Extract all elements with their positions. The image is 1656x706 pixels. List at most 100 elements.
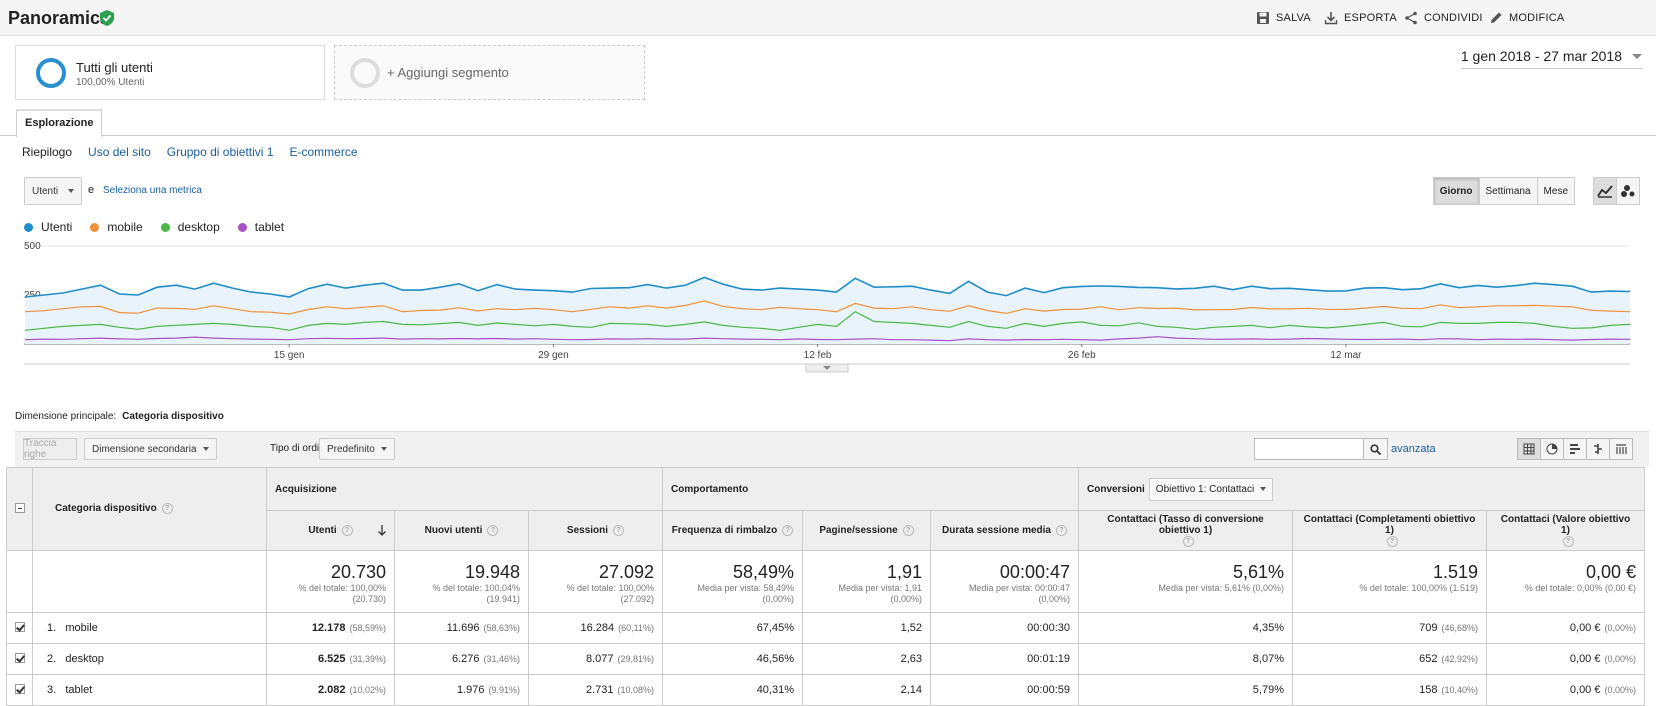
total-sub: % del totale: 100,00% (1.519) bbox=[1359, 583, 1478, 593]
total-value: 19.948 bbox=[464, 562, 520, 582]
save-button[interactable]: SALVA bbox=[1256, 11, 1311, 25]
line-chart-button[interactable] bbox=[1593, 177, 1617, 205]
legend-item-utenti[interactable]: Utenti bbox=[24, 220, 72, 234]
cell-value: 2,63 bbox=[900, 653, 922, 665]
help-icon[interactable]: ? bbox=[1182, 535, 1194, 547]
cell-value: 4,35% bbox=[1252, 622, 1284, 634]
row-checkbox[interactable] bbox=[14, 652, 25, 663]
export-button[interactable]: ESPORTA bbox=[1324, 11, 1397, 25]
col-header-goal-completions[interactable]: Contattaci (Completamenti obiettivo 1)? bbox=[1292, 510, 1487, 551]
table-search-button[interactable] bbox=[1363, 438, 1388, 460]
pie-view-button[interactable] bbox=[1540, 438, 1564, 460]
row-checkbox-cell[interactable] bbox=[6, 643, 33, 675]
col-header-users[interactable]: Utenti? bbox=[266, 510, 395, 551]
tab-exploration[interactable]: Esplorazione bbox=[16, 109, 103, 137]
col-header-sessions[interactable]: Sessioni? bbox=[528, 510, 663, 551]
cell-value: 12.178 bbox=[311, 622, 346, 634]
totals-row: 20.730% del totale: 100,00% (20.730) 19.9… bbox=[6, 550, 1645, 613]
help-icon[interactable]: ? bbox=[1386, 535, 1398, 547]
select-metric-link[interactable]: Seleziona una metrica bbox=[103, 185, 202, 196]
segment-all-users[interactable]: Tutti gli utenti 100,00% Utenti bbox=[15, 45, 325, 100]
share-label: CONDIVIDI bbox=[1424, 12, 1483, 24]
row-checkbox[interactable] bbox=[14, 621, 25, 632]
total-cell: 1,91 Media per vista: 1,91 (0,00%) bbox=[802, 550, 931, 613]
subtab-summary[interactable]: Riepilogo bbox=[22, 145, 73, 159]
cell-percent: (31,39%) bbox=[349, 654, 386, 664]
subtab-site-usage[interactable]: Uso del sito bbox=[88, 145, 151, 159]
total-value: 1,91 bbox=[886, 562, 922, 582]
total-value: 58,49% bbox=[732, 562, 794, 582]
col-header-avg-duration[interactable]: Durata sessione media? bbox=[930, 510, 1079, 551]
row-value-cell: 00:00:30 bbox=[930, 612, 1079, 644]
pivot-view-button[interactable] bbox=[1609, 438, 1633, 460]
advanced-filter-link[interactable]: avanzata bbox=[1391, 443, 1436, 455]
row-value-cell: 67,45% bbox=[662, 612, 803, 644]
subtab-ecommerce[interactable]: E-commerce bbox=[289, 145, 358, 159]
add-segment-button[interactable]: + Aggiungi segmento bbox=[334, 45, 645, 100]
col-header-new-users[interactable]: Nuovi utenti? bbox=[394, 510, 529, 551]
motion-chart-button[interactable] bbox=[1616, 177, 1640, 205]
row-dimension-link[interactable]: tablet bbox=[65, 684, 93, 696]
total-sub: (19.941) bbox=[486, 594, 520, 604]
help-icon[interactable]: ? bbox=[782, 524, 794, 536]
row-dimension-link[interactable]: mobile bbox=[65, 622, 98, 634]
legend-dot bbox=[160, 222, 170, 232]
help-icon[interactable]: ? bbox=[341, 524, 353, 536]
table-view-toggle bbox=[1517, 438, 1633, 460]
help-icon[interactable]: ? bbox=[161, 503, 173, 515]
row-dimension-link[interactable]: desktop bbox=[65, 653, 104, 665]
select-all-cell[interactable] bbox=[6, 467, 33, 551]
sort-type-value: Predefinito bbox=[327, 443, 375, 455]
report-tab-row: Esplorazione bbox=[0, 109, 1656, 137]
table-search-input[interactable] bbox=[1254, 438, 1364, 460]
edit-button[interactable]: MODIFICA bbox=[1489, 11, 1564, 25]
period-day-button[interactable]: Giorno bbox=[1432, 177, 1480, 205]
col-header-pages-session[interactable]: Pagine/sessione? bbox=[802, 510, 931, 551]
period-month-button[interactable]: Mese bbox=[1536, 177, 1575, 205]
chevron-down-icon bbox=[1260, 487, 1267, 491]
total-sub: % del totale: 100,00% bbox=[566, 583, 654, 593]
cell-value: 11.696 bbox=[446, 622, 480, 634]
help-icon[interactable]: ? bbox=[487, 524, 499, 536]
col-header-goal-value[interactable]: Contattaci (Valore obiettivo 1)? bbox=[1486, 510, 1645, 551]
col-header-goal-conv-rate[interactable]: Contattaci (Tasso di conversione obietti… bbox=[1078, 510, 1293, 551]
metric-select[interactable]: Utenti bbox=[24, 177, 82, 205]
date-range-picker[interactable]: 1 gen 2018 - 27 mar 2018 bbox=[1460, 48, 1642, 69]
total-value: 27.092 bbox=[598, 562, 654, 582]
row-checkbox-cell[interactable] bbox=[6, 612, 33, 644]
help-icon[interactable]: ? bbox=[902, 524, 914, 536]
help-icon[interactable]: ? bbox=[1562, 535, 1574, 547]
totals-blank bbox=[32, 550, 267, 613]
data-table: Categoria dispositivo? Acquisizione Comp… bbox=[6, 467, 1645, 706]
legend-item-tablet[interactable]: tablet bbox=[237, 220, 284, 234]
cell-percent: (0,00%) bbox=[1604, 685, 1636, 695]
row-value-cell: 4,35% bbox=[1078, 612, 1293, 644]
comparison-view-button[interactable] bbox=[1586, 438, 1610, 460]
performance-view-button[interactable] bbox=[1563, 438, 1587, 460]
help-icon[interactable]: ? bbox=[1055, 524, 1067, 536]
cell-value: 158 bbox=[1419, 684, 1438, 696]
secondary-dimension-select[interactable]: Dimensione secondaria bbox=[84, 438, 217, 460]
select-all-checkbox[interactable] bbox=[14, 502, 25, 513]
goal-select[interactable]: Obiettivo 1: Contattaci bbox=[1148, 477, 1274, 501]
row-value-cell: 00:01:19 bbox=[930, 643, 1079, 675]
row-value-cell: 1,52 bbox=[802, 612, 931, 644]
group-behavior: Comportamento bbox=[662, 467, 1079, 511]
period-toggle: Giorno Settimana Mese bbox=[1432, 177, 1575, 205]
x-tick-label: 12 feb bbox=[804, 350, 832, 361]
subtab-goal-set[interactable]: Gruppo di obiettivi 1 bbox=[166, 145, 274, 159]
row-checkbox[interactable] bbox=[14, 683, 25, 694]
share-button[interactable]: CONDIVIDI bbox=[1404, 11, 1483, 25]
legend-item-mobile[interactable]: mobile bbox=[90, 220, 143, 234]
help-icon[interactable]: ? bbox=[613, 524, 625, 536]
dimension-header-label: Categoria dispositivo bbox=[55, 503, 157, 515]
legend-item-desktop[interactable]: desktop bbox=[160, 220, 220, 234]
plot-rows-button[interactable]: Traccia righe bbox=[23, 438, 77, 460]
segment-ring-empty-icon bbox=[350, 58, 380, 88]
sort-type-select[interactable]: Predefinito bbox=[319, 438, 395, 460]
col-header-bounce-rate[interactable]: Frequenza di rimbalzo? bbox=[662, 510, 803, 551]
legend-label: desktop bbox=[177, 220, 220, 234]
data-view-button[interactable] bbox=[1517, 438, 1541, 460]
period-week-button[interactable]: Settimana bbox=[1478, 177, 1538, 205]
total-sub: (0,00%) bbox=[1038, 594, 1070, 604]
